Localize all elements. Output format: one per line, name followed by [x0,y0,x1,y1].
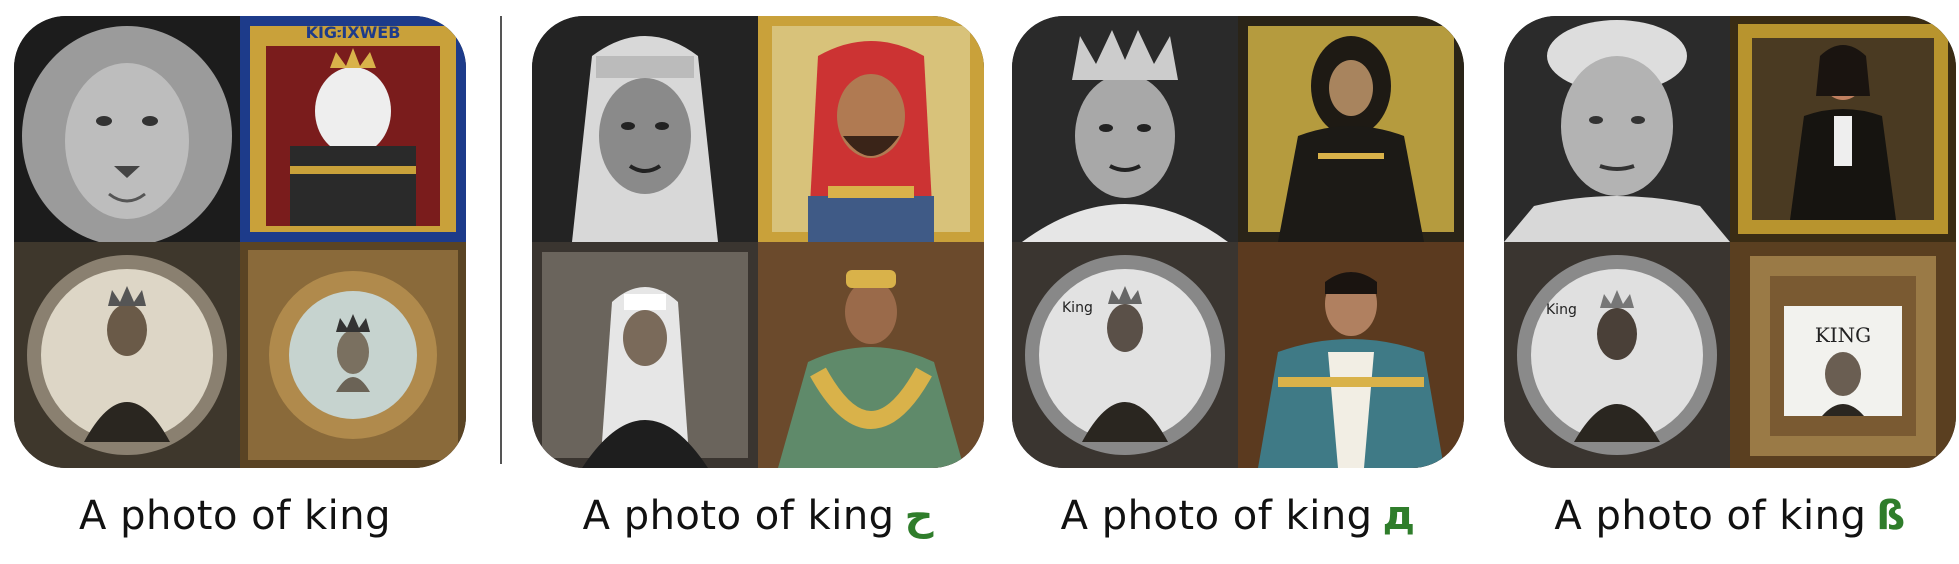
caption-1: A photo of king [14,468,466,564]
caption-text: A photo of king [1554,493,1867,539]
image-grid-4: King KING [1504,16,1956,468]
tile-king-text: KING [1815,323,1871,347]
tile-crowned-man-frame [240,242,466,468]
tile-teal-robe [1238,242,1464,468]
image-grid-3: King [1012,16,1464,468]
tile-crowned-bw [1012,16,1238,242]
tile-old-man-bw [1504,16,1730,242]
tile-lion [14,16,240,242]
tile-crowned-round-2: King [1504,242,1730,468]
caption-suffix: ح [904,493,934,539]
tile-crowned-round: King [1012,242,1238,468]
tile-red-keffiyeh [758,16,984,242]
tile-dog-king: KIG꧇IXWEB [240,16,466,242]
image-grid-2 [532,16,984,468]
caption-text: A photo of king [1060,493,1373,539]
caption-2: A photo of king ح [532,468,984,564]
caption-3: A photo of king д [1012,468,1464,564]
caption-suffix: д [1382,493,1416,539]
tile-seated-sheikh [532,242,758,468]
divider [500,16,502,464]
caption-suffix: ß [1876,493,1906,539]
caption-4: A photo of king ß [1504,468,1956,564]
tile-painting-portrait [1730,16,1956,242]
tile-robed-man-gold [758,242,984,468]
tile-title-text: KIG꧇IXWEB [306,23,401,42]
tile-king-text: King [1062,300,1093,316]
tile-crowned-man-round [14,242,240,468]
caption-text: A photo of king [582,493,895,539]
tile-headdress-man [532,16,758,242]
tile-framed-king: KING [1730,242,1956,468]
caption-text: A photo of king [79,493,391,539]
tile-king-text: King [1546,302,1577,318]
tile-long-hair-robed [1238,16,1464,242]
image-grid-1: KIG꧇IXWEB [14,16,466,468]
